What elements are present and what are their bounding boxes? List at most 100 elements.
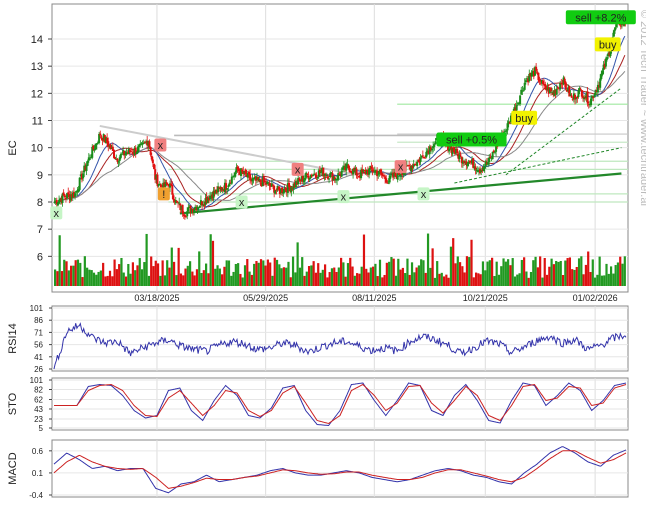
candle-body [77,189,80,193]
candle-body [242,170,245,174]
volume-bar [207,273,210,286]
candle-body [556,87,559,89]
candle-body [425,151,428,158]
candle-body [509,115,512,123]
candle-body [452,147,455,153]
candle-body [428,146,431,155]
candle-body [347,164,350,169]
candle-body [588,104,591,106]
volume-bar [429,267,432,286]
y-tick-label: 13 [31,61,43,73]
volume-bar [301,257,304,286]
candle-body [401,172,404,176]
candle-body [212,190,215,199]
volume-bar [598,256,601,286]
candle-body [124,153,127,155]
y-tick-label: 62 [34,396,43,405]
candle-body [338,173,341,175]
candle-body [154,169,157,180]
candle-body [563,78,566,84]
candle-body [64,197,67,199]
candle-body [114,157,117,160]
candle-body [178,202,181,204]
volume-bar [97,271,100,286]
y-tick-label: 9 [37,170,43,182]
signal-badge [291,162,304,176]
candle-body [396,170,399,180]
volume-bar [177,247,180,286]
volume-bar [58,235,61,286]
candle-body [169,183,172,188]
volume-bar [307,266,311,286]
candle-body [328,178,331,180]
candle-body [420,155,423,158]
volume-bar [150,256,153,286]
volume-bar [170,247,173,286]
candle-body [541,80,544,85]
candle-body [481,169,484,172]
volume-bar [223,266,226,286]
candle-body [252,177,255,180]
volume-bar [262,260,265,286]
volume-bar [502,258,505,286]
candle-body [260,182,263,187]
volume-bar [495,261,498,286]
candle-body [95,143,98,145]
candle-body [189,205,192,213]
candle-body [593,94,596,98]
volume-bar [417,265,420,286]
candle-body [309,174,312,178]
y-tick-label: 0.6 [32,447,44,456]
volume-bar [470,239,473,286]
volume-bar [104,276,107,286]
candle-body [123,150,126,156]
candle-body [479,168,482,174]
candle-body [204,198,207,205]
volume-bar [202,270,205,286]
candle-body [455,148,458,154]
candle-body [312,174,315,176]
candle-body [554,89,557,94]
candle-body [269,184,272,187]
y-tick-label: 11 [32,116,43,128]
x-tick-label: 08/11/2025 [352,293,396,303]
candle-body [283,188,286,193]
candle-body [579,89,582,91]
candle-body [576,96,579,99]
candle-body [196,206,199,210]
volume-bar [163,275,167,286]
candle-body [523,82,526,90]
volume-bar [593,277,597,286]
volume-bar [365,268,368,286]
candle-body [600,73,603,79]
candle-body [301,175,304,182]
volume-bar [136,265,139,286]
candle-body [529,73,532,77]
candle-body [586,91,589,104]
candle-body [278,188,281,194]
signal-badge [511,110,538,125]
volume-bar [172,261,176,286]
candle-body [366,169,369,175]
y-tick-label: 86 [34,316,43,325]
volume-bar [440,272,443,286]
y-tick-label: 7 [37,224,43,236]
candle-body [410,165,413,172]
signal-cover: x [337,190,350,204]
candle-body [245,174,248,178]
candle-body [221,189,224,191]
trend-line-resistance [99,124,358,176]
candle-body [267,182,270,184]
candle-body [468,161,471,163]
signal-badge [394,160,407,174]
candle-body [172,195,175,201]
candle-body [187,207,190,212]
candle-body [474,166,477,170]
candle-body [340,170,343,177]
candle-body [111,146,114,151]
candle-body [394,171,397,177]
candle-body [91,146,94,158]
macd-line [53,450,627,489]
signal-badge [337,190,350,204]
volume-bar [255,261,258,286]
